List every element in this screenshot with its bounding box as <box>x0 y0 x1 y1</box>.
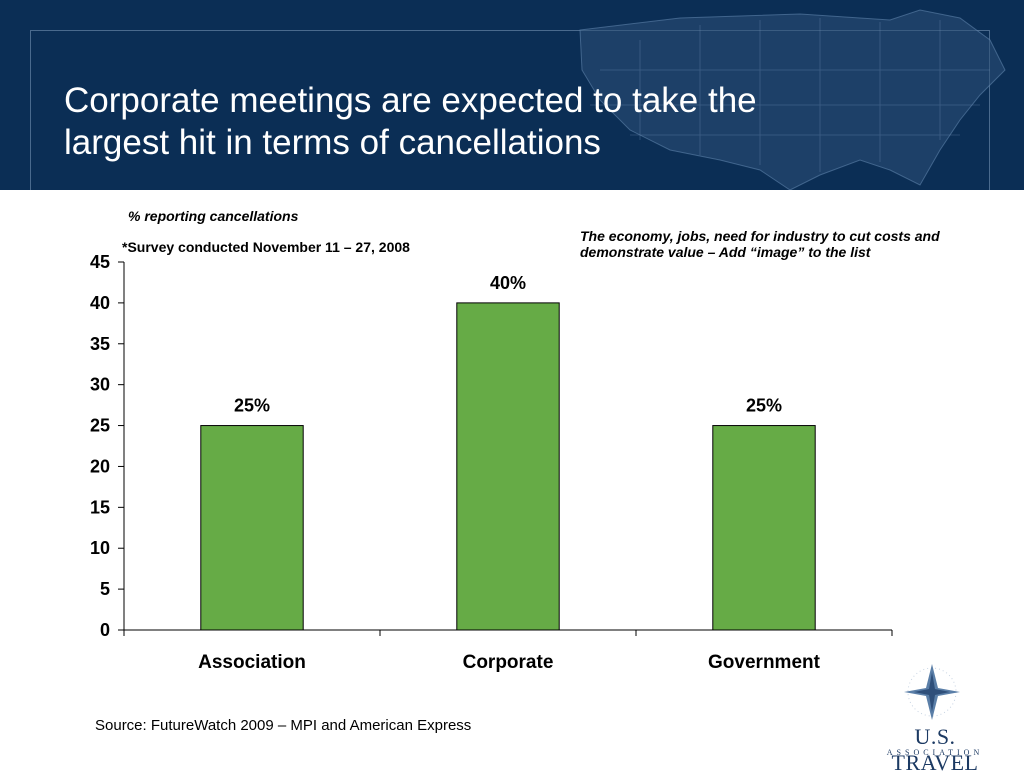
compass-star-icon <box>904 664 960 720</box>
data-label: 25% <box>746 396 782 416</box>
y-tick-label: 0 <box>100 620 110 640</box>
y-tick-label: 40 <box>90 293 110 313</box>
bar-corporate <box>456 302 560 631</box>
y-tick-label: 35 <box>90 334 110 354</box>
y-tick-label: 20 <box>90 456 110 476</box>
banner-frame <box>30 30 990 190</box>
x-category-label: Association <box>198 652 306 673</box>
title-line-1: Corporate meetings are expected to take … <box>64 81 757 120</box>
chart-subtitle: % reporting cancellations <box>128 208 299 224</box>
us-map-icon <box>579 9 1006 190</box>
annotation-note: The economy, jobs, need for industry to … <box>580 228 940 260</box>
y-tick-label: 15 <box>90 497 110 517</box>
y-tick-label: 45 <box>90 252 110 272</box>
y-tick-label: 10 <box>90 538 110 558</box>
x-category-label: Corporate <box>463 652 554 673</box>
source-note: Source: FutureWatch 2009 – MPI and Ameri… <box>95 717 472 734</box>
x-category-label: Government <box>708 652 821 673</box>
bar-government <box>712 425 816 631</box>
logo-subtitle: ASSOCIATION <box>886 748 984 757</box>
data-label: 40% <box>490 273 526 293</box>
data-label: 25% <box>234 396 270 416</box>
slide-title: Corporate meetings are expected to take … <box>64 80 884 164</box>
y-tick-label: 30 <box>90 375 110 395</box>
bar-association <box>200 425 304 631</box>
title-banner: Corporate meetings are expected to take … <box>0 0 1024 190</box>
survey-note: *Survey conducted November 11 – 27, 2008 <box>122 239 410 255</box>
us-travel-logo: U.S. TRAVEL ASSOCIATION <box>870 662 1000 775</box>
y-tick-label: 25 <box>90 416 110 436</box>
title-line-2: largest hit in terms of cancellations <box>64 123 601 162</box>
y-tick-label: 5 <box>100 579 110 599</box>
